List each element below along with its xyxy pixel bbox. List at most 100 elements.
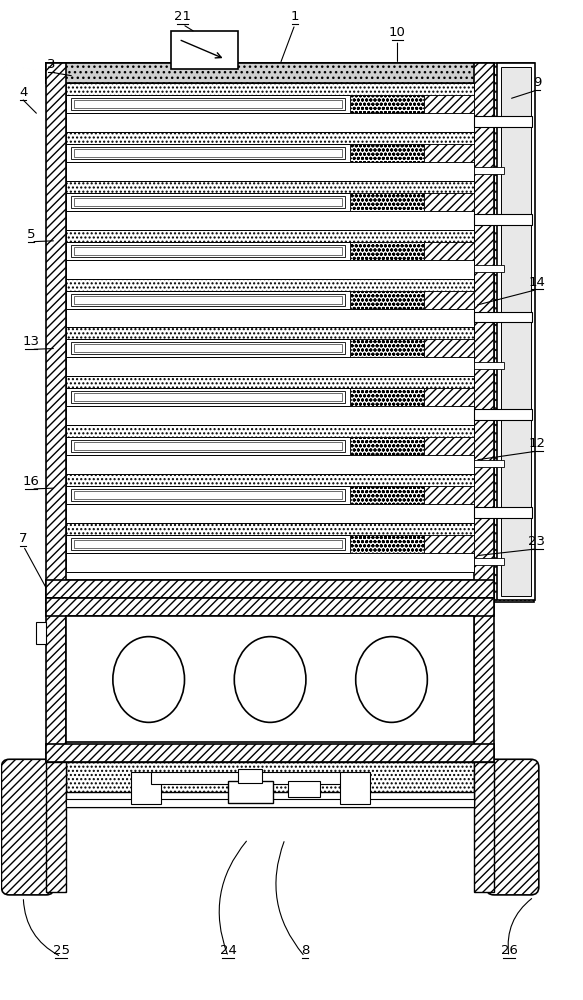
Bar — [350, 437, 424, 455]
Text: 16: 16 — [23, 475, 40, 488]
Bar — [74, 247, 342, 255]
Bar — [238, 769, 262, 783]
Bar — [71, 196, 345, 208]
Bar — [131, 772, 161, 804]
Ellipse shape — [356, 637, 427, 722]
Bar — [66, 132, 474, 144]
Bar — [350, 339, 424, 357]
Bar — [66, 486, 474, 504]
Bar — [474, 409, 532, 420]
Text: 8: 8 — [301, 944, 309, 957]
Bar — [474, 214, 532, 225]
Bar — [66, 535, 474, 553]
Text: 26: 26 — [501, 944, 517, 957]
Text: 14: 14 — [528, 276, 545, 289]
Bar — [66, 291, 474, 309]
Bar — [74, 393, 342, 401]
Bar — [74, 100, 342, 108]
Bar — [66, 339, 474, 357]
Bar — [46, 580, 494, 600]
Bar — [66, 162, 474, 181]
Bar — [474, 558, 504, 565]
Bar — [424, 242, 474, 260]
Bar — [66, 376, 474, 388]
Text: 3: 3 — [47, 58, 55, 71]
Bar — [74, 491, 342, 499]
Bar — [46, 63, 66, 600]
Bar — [350, 535, 424, 553]
Text: 21: 21 — [174, 10, 191, 23]
Bar — [66, 181, 474, 193]
Bar — [66, 455, 474, 474]
Bar — [424, 291, 474, 309]
Bar — [74, 442, 342, 450]
Bar — [350, 388, 424, 406]
Bar — [74, 540, 342, 548]
Bar — [424, 437, 474, 455]
Bar — [46, 63, 494, 83]
Bar — [340, 772, 370, 804]
Bar — [424, 388, 474, 406]
Text: 25: 25 — [52, 944, 69, 957]
Bar — [424, 95, 474, 113]
Bar — [46, 598, 494, 616]
Bar — [74, 344, 342, 352]
Bar — [474, 762, 494, 892]
Bar — [474, 167, 504, 174]
Bar — [288, 781, 320, 797]
Bar — [66, 792, 474, 804]
Bar — [66, 425, 474, 437]
Bar — [66, 63, 464, 83]
Bar — [71, 294, 345, 306]
Text: 1: 1 — [291, 10, 299, 23]
Bar — [501, 67, 531, 596]
Bar — [474, 63, 494, 600]
Bar — [74, 296, 342, 304]
Bar — [424, 193, 474, 211]
Bar — [66, 144, 474, 162]
Text: 4: 4 — [19, 86, 27, 99]
Text: 5: 5 — [27, 228, 36, 241]
Bar — [494, 63, 534, 602]
Bar — [150, 772, 350, 784]
Bar — [66, 388, 474, 406]
Bar — [71, 98, 345, 110]
Bar — [229, 781, 273, 803]
Bar — [74, 149, 342, 157]
Bar — [171, 31, 238, 69]
Bar — [474, 460, 504, 467]
Bar — [66, 230, 474, 242]
Bar — [71, 489, 345, 501]
Text: 24: 24 — [220, 944, 237, 957]
Bar — [350, 242, 424, 260]
Text: 23: 23 — [528, 535, 545, 548]
Bar — [66, 799, 474, 807]
Bar — [66, 523, 474, 535]
Bar — [66, 211, 474, 230]
Text: 7: 7 — [19, 532, 27, 545]
Bar — [71, 147, 345, 159]
Text: 13: 13 — [23, 335, 40, 348]
Bar — [71, 245, 345, 257]
Bar — [424, 486, 474, 504]
Bar — [46, 762, 66, 892]
Bar — [66, 357, 474, 376]
Bar — [46, 63, 494, 83]
Bar — [350, 486, 424, 504]
Bar — [350, 193, 424, 211]
Bar — [350, 144, 424, 162]
Text: 9: 9 — [533, 76, 541, 89]
Bar — [66, 113, 474, 132]
Bar — [474, 116, 532, 127]
Text: 12: 12 — [528, 437, 545, 450]
Bar — [71, 538, 345, 550]
Bar — [66, 193, 474, 211]
Bar — [474, 312, 532, 322]
Bar — [424, 535, 474, 553]
Bar — [66, 242, 474, 260]
Bar — [66, 616, 474, 742]
FancyBboxPatch shape — [1, 759, 54, 895]
Ellipse shape — [234, 637, 306, 722]
Bar — [66, 260, 474, 279]
Bar — [474, 507, 532, 518]
